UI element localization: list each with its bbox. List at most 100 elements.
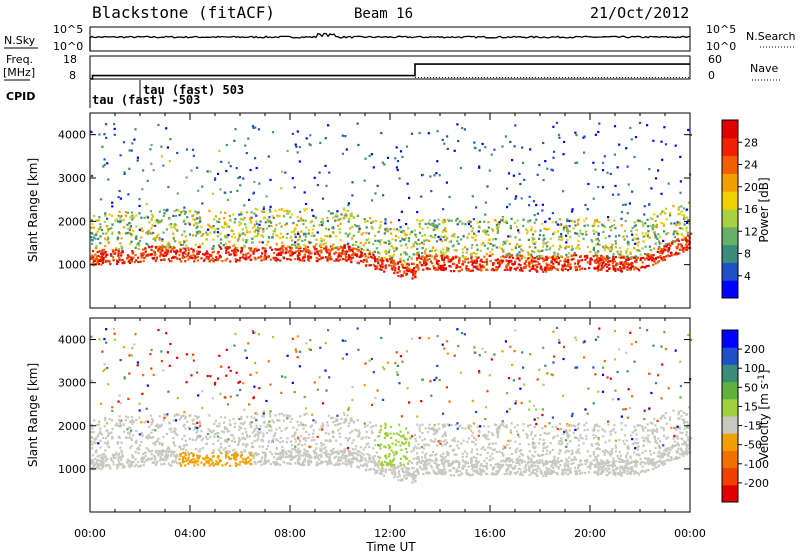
velocity-cell <box>507 439 510 442</box>
power-cell <box>305 226 308 229</box>
power-cell <box>190 254 193 257</box>
power-cell <box>446 246 449 249</box>
velocity-cell <box>626 452 629 455</box>
velocity-cell <box>398 382 401 385</box>
power-cell <box>224 246 227 249</box>
power-cell <box>532 241 535 244</box>
power-cell <box>241 256 244 259</box>
power-cell <box>641 232 644 235</box>
power-cell <box>344 258 347 261</box>
power-cell <box>433 236 436 239</box>
power-cell <box>96 251 99 254</box>
velocity-cell <box>171 452 174 455</box>
velocity-cell <box>684 451 688 454</box>
power-cell <box>549 265 553 268</box>
power-cell <box>653 260 656 263</box>
velocity-cell <box>100 402 103 405</box>
power-cell <box>552 255 555 258</box>
power-cell <box>364 255 367 258</box>
power-cell <box>542 258 545 261</box>
velocity-cell <box>91 454 95 457</box>
power-cell <box>197 245 200 249</box>
power-cell <box>343 246 346 250</box>
power-cell <box>275 259 278 262</box>
power-cell <box>518 238 521 241</box>
power-cell <box>593 259 596 262</box>
power-cell <box>285 222 288 225</box>
velocity-cell <box>326 463 329 466</box>
power-cell <box>390 264 393 267</box>
velocity-cell <box>294 437 297 440</box>
power-cell <box>179 248 182 251</box>
velocity-cell <box>163 462 166 466</box>
velocity-cell <box>548 460 551 463</box>
power-cell <box>325 184 328 187</box>
power-cell <box>400 244 403 247</box>
power-cell <box>228 240 231 243</box>
power-cell <box>314 215 317 218</box>
velocity-cell <box>592 459 595 462</box>
power-cell <box>279 249 282 252</box>
power-cell <box>421 234 424 237</box>
power-cell <box>649 217 652 220</box>
power-cell <box>672 205 675 208</box>
velocity-cell <box>635 433 638 436</box>
colorbar-tick-label: 4 <box>744 270 751 283</box>
velocity-cell <box>100 462 103 466</box>
power-cell <box>525 264 528 267</box>
power-cell <box>365 259 368 262</box>
power-cell <box>432 224 435 227</box>
power-cell <box>612 264 615 268</box>
velocity-cell <box>147 458 150 461</box>
power-cell <box>151 213 154 216</box>
velocity-cell <box>92 462 95 465</box>
power-cell <box>570 255 573 258</box>
velocity-cell <box>298 350 302 353</box>
power-cell <box>662 239 665 242</box>
power-cell <box>351 181 354 184</box>
power-cell <box>622 264 625 267</box>
velocity-cell <box>620 428 623 431</box>
power-cell <box>214 228 217 231</box>
power-cell <box>165 127 168 130</box>
velocity-cell <box>239 461 242 464</box>
power-cell <box>618 143 621 146</box>
velocity-cell <box>649 429 652 432</box>
velocity-cell <box>663 331 666 334</box>
power-cell <box>444 268 447 271</box>
velocity-cell <box>416 468 419 471</box>
velocity-cell <box>229 464 232 467</box>
power-cell <box>130 149 133 152</box>
power-cell <box>237 239 240 242</box>
velocity-cell <box>125 415 128 418</box>
power-cell <box>511 248 514 251</box>
velocity-cell <box>619 454 622 457</box>
velocity-cell <box>677 417 680 420</box>
velocity-cell <box>286 462 289 465</box>
velocity-cell <box>138 416 141 419</box>
power-cell <box>325 249 328 252</box>
power-cell <box>289 251 292 254</box>
power-cell <box>229 260 232 263</box>
power-cell <box>614 267 617 270</box>
power-cell <box>469 269 472 272</box>
power-cell <box>126 211 130 214</box>
power-cell <box>117 252 120 255</box>
power-cell <box>574 232 577 235</box>
velocity-cell <box>398 423 401 426</box>
velocity-cell <box>532 468 535 472</box>
velocity-cell <box>521 351 524 354</box>
power-cell <box>130 259 133 262</box>
power-cell <box>197 252 200 256</box>
power-cell <box>178 214 181 217</box>
power-cell <box>97 237 100 240</box>
power-cell <box>356 122 359 125</box>
power-cell <box>192 248 195 251</box>
power-cell <box>324 242 327 245</box>
power-cell <box>535 203 538 207</box>
velocity-cell <box>102 436 105 440</box>
power-cell <box>475 267 478 270</box>
power-cell <box>424 259 427 262</box>
power-cell <box>432 246 435 249</box>
power-cell <box>438 174 441 177</box>
